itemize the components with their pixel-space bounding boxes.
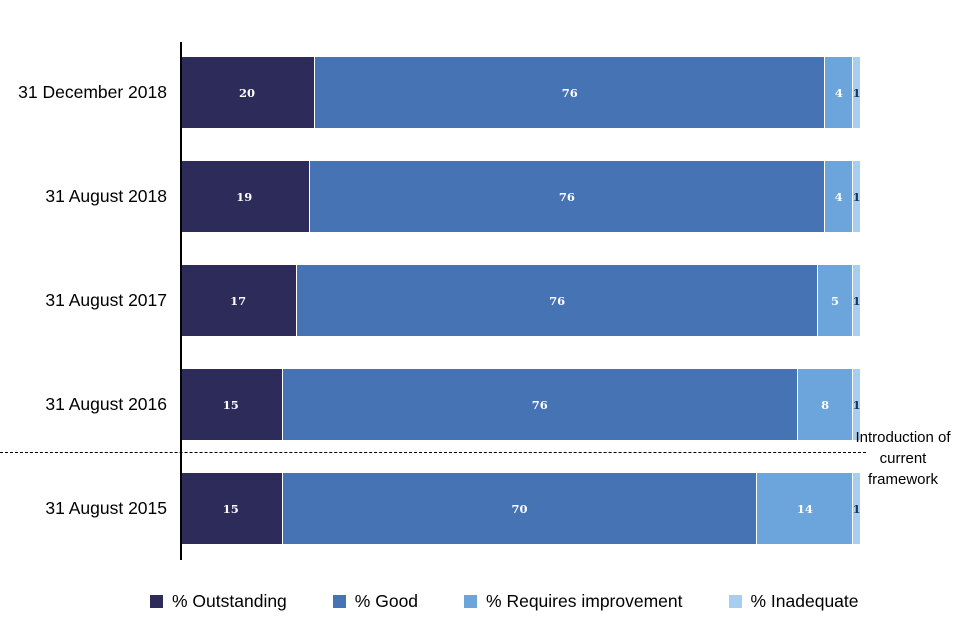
bar-segment: 14 — [756, 473, 853, 544]
bar-segment: 5 — [816, 265, 853, 336]
legend-item: % Requires improvement — [464, 591, 683, 612]
value-label: 76 — [531, 397, 548, 412]
stacked-bar: 20 76 4 1 — [180, 57, 861, 128]
value-label: 1 — [852, 501, 861, 516]
category-label: 31 August 2017 — [45, 290, 167, 310]
stacked-bar: 19 76 4 1 — [180, 161, 861, 232]
stacked-bar: 15 76 8 1 — [180, 369, 861, 440]
value-label: 4 — [834, 85, 843, 100]
value-label: 8 — [821, 397, 830, 412]
framework-divider-line — [0, 452, 866, 453]
value-label: 76 — [561, 85, 578, 100]
y-axis-line — [180, 42, 182, 560]
legend-label: % Good — [354, 591, 419, 611]
legend-swatch-icon — [150, 595, 163, 608]
value-label: 76 — [549, 293, 566, 308]
category-label: 31 December 2018 — [18, 82, 167, 102]
value-label: 1 — [852, 293, 861, 308]
legend-swatch-icon — [464, 595, 478, 608]
bar-segment: 4 — [824, 161, 853, 232]
stacked-bar: 17 76 5 1 — [180, 265, 861, 336]
legend-label: % Requires improvement — [486, 591, 683, 611]
legend-swatch-icon — [332, 595, 346, 608]
framework-annotation: Introduction of current framework — [855, 429, 951, 488]
category-row: 31 August 2018 19 76 4 1 — [0, 161, 861, 232]
bar-segment: 70 — [281, 473, 757, 544]
value-label: 5 — [831, 293, 840, 308]
bar-segment: 76 — [296, 265, 817, 336]
value-label: 20 — [239, 85, 256, 100]
category-row: 31 August 2015 15 70 14 1 — [0, 473, 861, 544]
category-label: 31 August 2016 — [45, 394, 167, 414]
category-row: 31 August 2016 15 76 8 1 — [0, 369, 861, 440]
legend-label: % Inadequate — [750, 591, 859, 611]
legend-item: % Outstanding — [150, 591, 287, 612]
category-label: 31 August 2015 — [45, 498, 167, 518]
stacked-bar: 15 70 14 1 — [180, 473, 861, 544]
legend-item: % Good — [332, 591, 419, 612]
value-label: 1 — [852, 397, 861, 412]
category-row: 31 December 2018 20 76 4 1 — [0, 57, 861, 128]
value-label: 19 — [236, 189, 253, 204]
legend-label: % Outstanding — [172, 591, 287, 611]
category-label: 31 August 2018 — [45, 186, 167, 206]
value-label: 17 — [230, 293, 247, 308]
bar-segment: 76 — [314, 57, 825, 128]
value-label: 4 — [834, 189, 843, 204]
bar-segment: 76 — [308, 161, 825, 232]
value-label: 14 — [796, 501, 813, 516]
bar-segment: 1 — [852, 473, 861, 544]
value-label: 15 — [222, 397, 239, 412]
bar-segment: 1 — [852, 369, 861, 440]
bar-segment: 15 — [180, 473, 282, 544]
bar-segment: 8 — [797, 369, 853, 440]
legend-swatch-icon — [728, 595, 742, 608]
bar-segment: 1 — [852, 265, 861, 336]
bar-segment: 19 — [180, 161, 309, 232]
value-label: 1 — [852, 85, 861, 100]
value-label: 76 — [558, 189, 575, 204]
bar-segment: 17 — [180, 265, 297, 336]
value-label: 15 — [222, 501, 239, 516]
legend: % Outstanding % Good % Requires improvemen… — [150, 591, 859, 612]
category-row: 31 August 2017 17 76 5 1 — [0, 265, 861, 336]
bar-segment: 4 — [824, 57, 853, 128]
bar-segment: 76 — [281, 369, 798, 440]
legend-item: % Inadequate — [728, 591, 859, 612]
bar-segment: 1 — [852, 57, 861, 128]
value-label: 70 — [511, 501, 528, 516]
bar-segment: 20 — [180, 57, 315, 128]
value-label: 1 — [852, 189, 861, 204]
bar-segment: 1 — [852, 161, 861, 232]
bar-segment: 15 — [180, 369, 282, 440]
